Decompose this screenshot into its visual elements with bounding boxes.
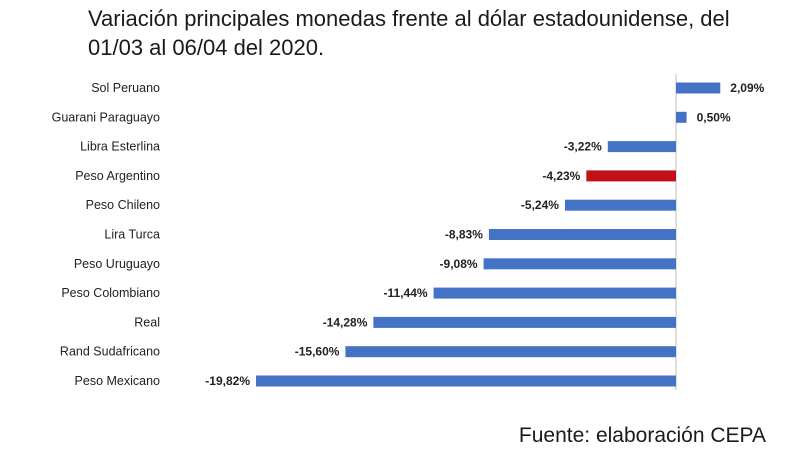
bar-lira-turca	[488, 229, 676, 240]
category-label-peso-colombiano: Peso Colombiano	[61, 286, 160, 300]
value-label-real: -14,28%	[323, 315, 368, 329]
value-label-sol-peruano: 2,09%	[730, 81, 764, 95]
category-label-real: Real	[134, 315, 160, 329]
chart-source: Fuente: elaboración CEPA	[518, 424, 766, 447]
value-label-peso-colombiano: -11,44%	[384, 286, 428, 300]
bar-guarani-paraguayo	[676, 111, 687, 123]
bar-peso-mexicano	[256, 375, 676, 387]
bar-libra-esterlina	[607, 141, 676, 153]
value-label-peso-uruguayo: -9,08%	[440, 257, 478, 271]
bar-peso-colombiano	[433, 287, 676, 299]
bar-rand-sudafricano	[345, 346, 676, 358]
bar-peso-uruguayo	[483, 258, 676, 270]
category-label-peso-argentino: Peso Argentino	[75, 169, 160, 183]
value-label-lira-turca: -8,83%	[445, 228, 483, 242]
bar-peso-argentino	[586, 170, 676, 182]
value-label-peso-argentino: -4,23%	[542, 169, 580, 183]
category-label-peso-mexicano: Peso Mexicano	[75, 374, 161, 388]
value-label-peso-mexicano: -19,82%	[205, 374, 250, 388]
value-label-rand-sudafricano: -15,60%	[295, 345, 340, 359]
category-label-peso-chileno: Peso Chileno	[86, 198, 160, 212]
bar-peso-chileno	[564, 199, 676, 211]
category-label-libra-esterlina: Libra Esterlina	[80, 140, 160, 154]
category-label-guarani-paraguayo: Guarani Paraguayo	[52, 110, 160, 124]
bar-sol-peruano	[676, 82, 721, 94]
category-label-peso-uruguayo: Peso Uruguayo	[74, 257, 160, 271]
value-label-guarani-paraguayo: 0,50%	[697, 110, 731, 124]
category-label-sol-peruano: Sol Peruano	[91, 81, 160, 95]
value-label-libra-esterlina: -3,22%	[564, 140, 602, 154]
bar-real	[373, 316, 676, 328]
category-label-rand-sudafricano: Rand Sudafricano	[60, 345, 160, 359]
value-label-peso-chileno: -5,24%	[521, 198, 559, 212]
chart-title: Variación principales monedas frente al …	[88, 6, 730, 60]
category-label-lira-turca: Lira Turca	[104, 228, 160, 242]
